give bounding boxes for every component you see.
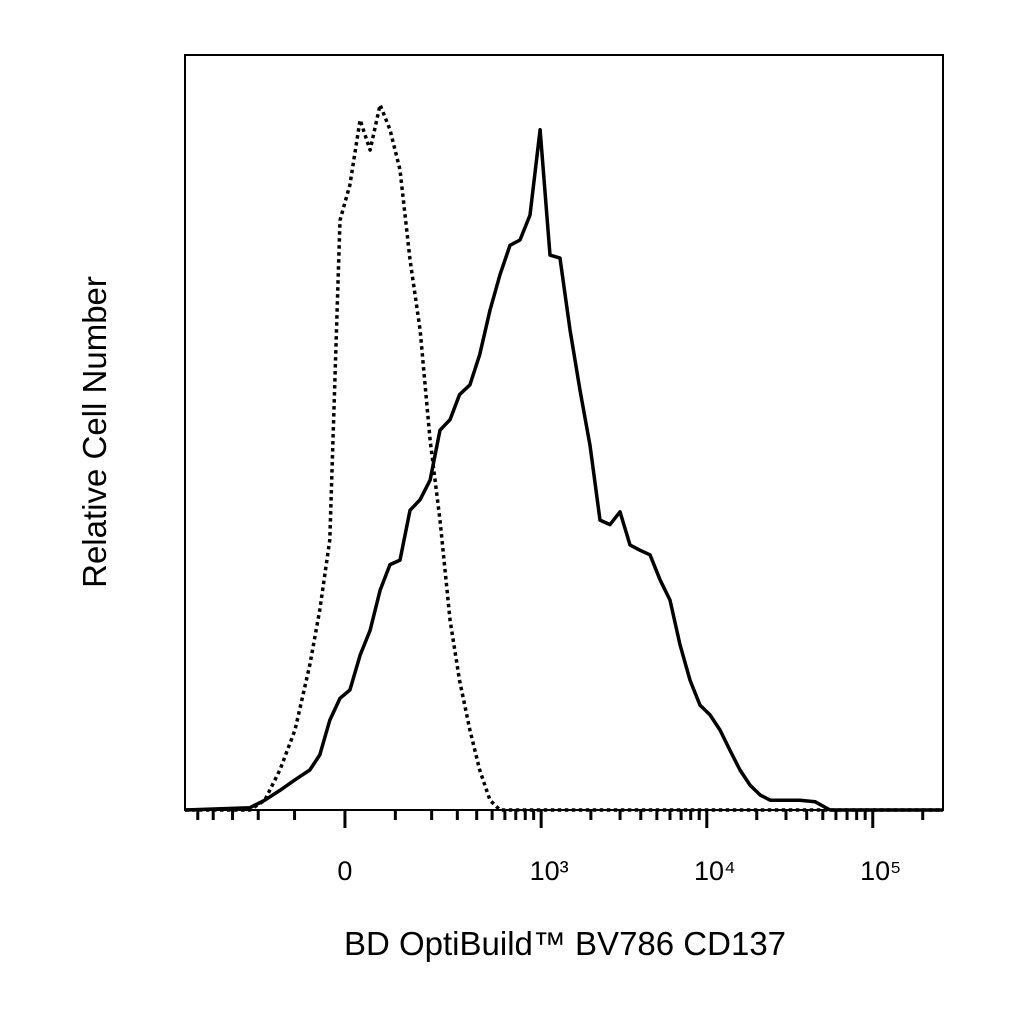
x-axis-label: BD OptiBuild™ BV786 CD137 [344,925,786,962]
histogram-line [185,103,943,812]
plot-frame [184,54,944,811]
x-tick-label: 10⁴ [694,856,736,886]
x-tick-label: 10⁵ [860,856,901,886]
x-tick-label: 0 [337,856,352,886]
x-tick-label: 10³ [530,856,569,886]
y-axis-label: Relative Cell Number [76,276,113,588]
histogram-line [184,127,943,812]
